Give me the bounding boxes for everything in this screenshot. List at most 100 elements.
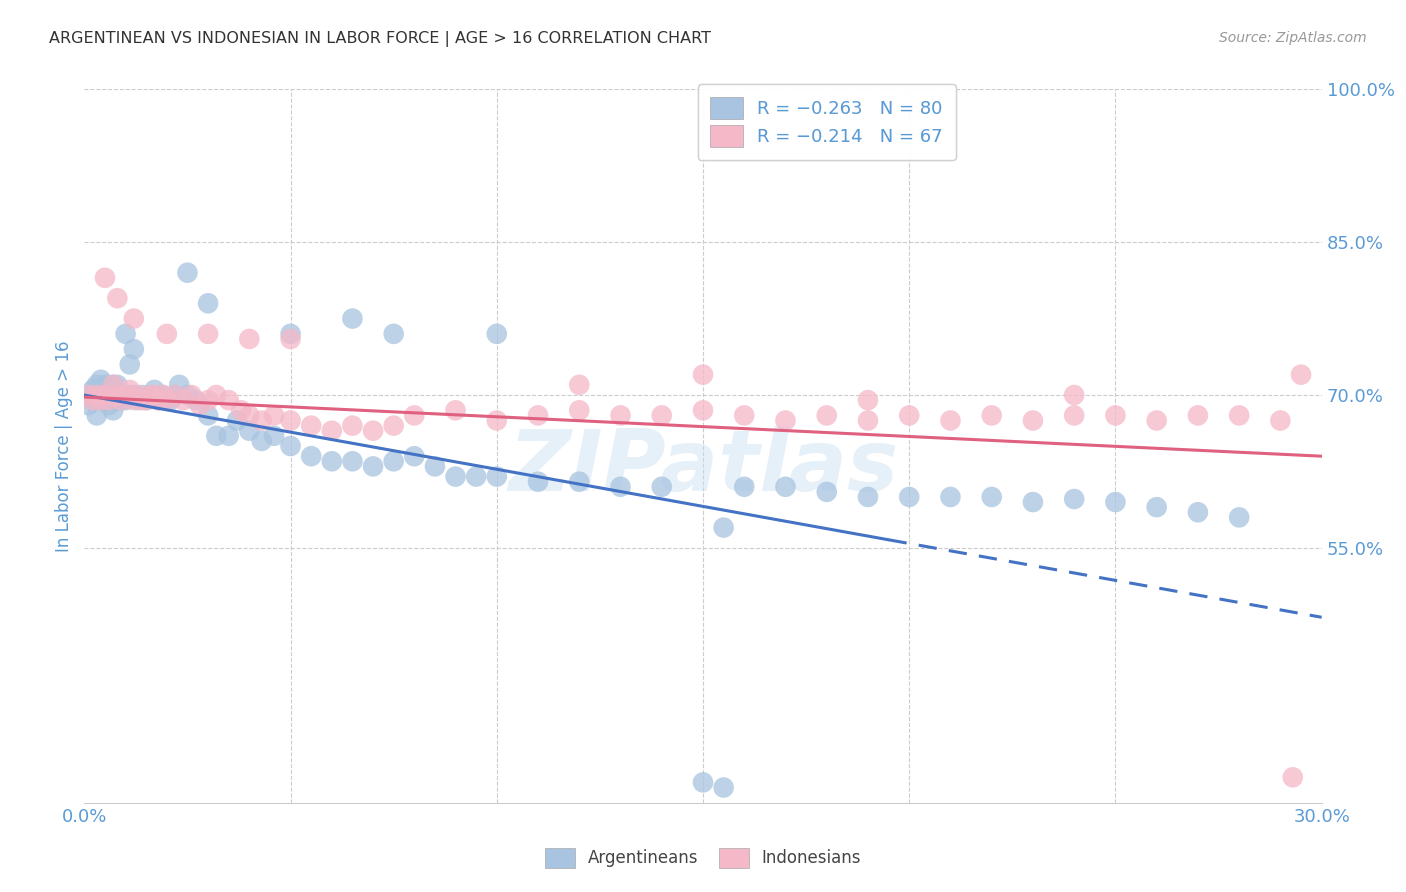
Point: [94, 393, 117, 408]
Point: [980, 409, 1002, 423]
Point: [127, 388, 149, 402]
Point: [103, 377, 125, 392]
Point: [1022, 413, 1045, 427]
Point: [1063, 388, 1085, 402]
Point: [122, 311, 145, 326]
Point: [205, 388, 228, 402]
Point: [692, 403, 714, 417]
Point: [156, 326, 179, 341]
Point: [143, 383, 166, 397]
Point: [160, 393, 183, 408]
Point: [250, 413, 273, 427]
Point: [382, 418, 405, 433]
Point: [90, 388, 112, 402]
Point: [197, 393, 219, 408]
Point: [342, 454, 364, 468]
Point: [94, 388, 117, 402]
Point: [114, 388, 136, 402]
Point: [82, 393, 104, 408]
Point: [342, 418, 364, 433]
Point: [188, 398, 211, 412]
Point: [713, 520, 735, 534]
Point: [1187, 505, 1209, 519]
Point: [651, 480, 673, 494]
Point: [485, 469, 508, 483]
Point: [692, 368, 714, 382]
Point: [114, 393, 136, 408]
Point: [205, 429, 228, 443]
Point: [110, 393, 132, 408]
Point: [898, 490, 921, 504]
Point: [238, 332, 260, 346]
Text: Source: ZipAtlas.com: Source: ZipAtlas.com: [1219, 31, 1367, 45]
Point: [184, 393, 207, 408]
Point: [404, 449, 426, 463]
Point: [94, 377, 117, 392]
Point: [1281, 770, 1303, 784]
Point: [135, 393, 157, 408]
Text: ARGENTINEAN VS INDONESIAN IN LABOR FORCE | AGE > 16 CORRELATION CHART: ARGENTINEAN VS INDONESIAN IN LABOR FORCE…: [49, 31, 711, 47]
Point: [167, 377, 190, 392]
Point: [131, 388, 153, 402]
Point: [815, 484, 838, 499]
Point: [263, 429, 285, 443]
Point: [713, 780, 735, 795]
Point: [856, 413, 879, 427]
Point: [103, 393, 125, 408]
Point: [122, 388, 145, 402]
Point: [280, 326, 302, 341]
Point: [568, 475, 591, 489]
Point: [980, 490, 1002, 504]
Point: [1146, 413, 1168, 427]
Point: [139, 388, 162, 402]
Point: [465, 469, 488, 483]
Point: [485, 326, 508, 341]
Point: [118, 388, 141, 402]
Point: [423, 459, 446, 474]
Point: [250, 434, 273, 448]
Point: [122, 393, 145, 408]
Point: [152, 388, 174, 402]
Point: [98, 398, 121, 412]
Point: [299, 449, 322, 463]
Point: [172, 393, 194, 408]
Point: [939, 490, 962, 504]
Point: [1104, 409, 1126, 423]
Point: [197, 409, 219, 423]
Point: [98, 383, 121, 397]
Point: [651, 409, 673, 423]
Point: [775, 480, 797, 494]
Point: [280, 413, 302, 427]
Point: [131, 393, 153, 408]
Point: [135, 393, 157, 408]
Point: [165, 388, 187, 402]
Point: [1187, 409, 1209, 423]
Point: [444, 469, 467, 483]
Point: [280, 332, 302, 346]
Point: [342, 311, 364, 326]
Point: [148, 393, 170, 408]
Point: [527, 475, 550, 489]
Point: [105, 388, 128, 402]
Point: [180, 388, 202, 402]
Point: [382, 326, 405, 341]
Point: [226, 413, 249, 427]
Point: [139, 388, 162, 402]
Point: [105, 291, 128, 305]
Point: [218, 429, 240, 443]
Point: [404, 409, 426, 423]
Point: [609, 409, 631, 423]
Text: ZIPatlas: ZIPatlas: [508, 425, 898, 509]
Point: [1227, 510, 1250, 524]
Point: [197, 326, 219, 341]
Point: [118, 383, 141, 397]
Point: [218, 393, 240, 408]
Point: [98, 388, 121, 402]
Point: [263, 409, 285, 423]
Point: [90, 373, 112, 387]
Point: [1022, 495, 1045, 509]
Point: [485, 413, 508, 427]
Point: [733, 409, 755, 423]
Point: [156, 393, 179, 408]
Point: [143, 388, 166, 402]
